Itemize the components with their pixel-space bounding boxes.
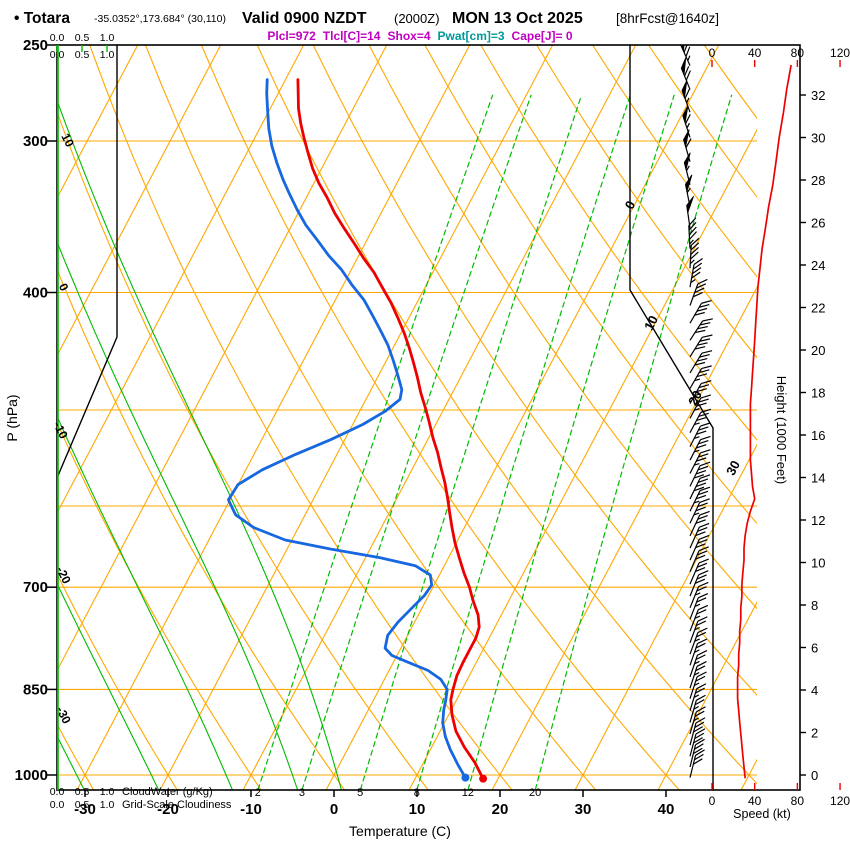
cloudiness-axis-label: Grid-Scale Cloudiness [122,799,232,811]
adiabat-label: 10 [58,131,77,150]
speed-tick-label-top: 0 [709,46,716,60]
isotherm-label: 30 [723,458,743,478]
param-plcl: Plcl=972 [267,29,316,43]
cloudwater-tick-top: 0.0 [50,32,65,44]
temperature-tick-label: -30 [74,801,96,818]
valid-time-utc: (2000Z) [394,11,440,26]
height-tick-label: 24 [811,258,825,273]
station-name: • Totara [14,10,70,27]
isotherm-label: 20 [685,388,705,408]
mixing-ratio-label: 5 [357,787,363,799]
height-tick-label: 26 [811,216,825,231]
cloudiness-tick-bottom: 1.0 [100,799,115,811]
surface-temperature-dot [479,774,488,783]
temperature-tick-label: 20 [492,801,509,818]
cloudwater-axis-label: CloudWater (g/Kg) [122,786,213,798]
height-tick-label: 2 [811,726,818,741]
cloudiness-tick-bottom: 0.0 [50,799,65,811]
station-coords: -35.0352°,173.684° (30,110) [94,13,226,25]
height-tick-label: 16 [811,428,825,443]
height-tick-label: 0 [811,768,818,783]
forecast-tag: [8hrFcst@1640z] [616,11,719,26]
speed-tick-label-top: 120 [830,46,850,60]
height-tick-label: 8 [811,598,818,613]
cloudwater-tick-top: 0.5 [75,32,90,44]
speed-tick-label-bottom: 120 [830,794,850,808]
height-tick-label: 30 [811,131,825,146]
pressure-tick-label: 250 [23,37,48,54]
sounding-curves [227,78,488,783]
temperature-tick-label: 40 [658,801,675,818]
pressure-tick-label: 1000 [15,767,48,784]
temperature-tick-label: -20 [157,801,179,818]
height-tick-label: 28 [811,173,825,188]
pressure-tick-label: 850 [23,681,48,698]
height-tick-label: 32 [811,88,825,103]
speed-tick-label-bottom: 0 [709,794,716,808]
surface-dewpoint-dot [461,773,470,782]
param-cape: Cape[J]= 0 [512,29,573,43]
height-tick-label: 20 [811,343,825,358]
temperature-tick-label: 0 [330,801,338,818]
temperature-tick-label: -10 [240,801,262,818]
param-tlcl: Tlcl[C]=14 [323,29,381,43]
height-tick-label: 6 [811,641,818,656]
wind-speed-profile [736,64,792,779]
param-shox: Shox=4 [387,29,430,43]
height-axis-label: Height (1000 Feet) [774,376,789,484]
height-tick-label: 4 [811,683,818,698]
mixing-ratio-label: 3 [299,787,305,799]
temperature-tick-label: 10 [409,801,426,818]
height-tick-label: 22 [811,301,825,316]
speed-tick-label-bottom: 40 [748,794,762,808]
data-boundary [56,44,714,791]
height-tick-label: 12 [811,513,825,528]
height-tick-label: 18 [811,386,825,401]
pressure-tick-label: 700 [23,579,48,596]
param-pwat: Pwat[cm]=3 [438,29,505,43]
adiabat-label: -10 [50,419,70,441]
valid-date: MON 13 Oct 2025 [452,10,583,27]
valid-time-label: Valid 0900 NZDT [242,10,367,27]
cloudiness-tick-top: 0.0 [50,49,65,61]
cloudwater-tick-bottom: 1.0 [100,786,115,798]
temperature-axis-label: Temperature (C) [349,823,451,839]
height-tick-label: 10 [811,556,825,571]
speed-tick-label-top: 80 [791,46,805,60]
mixing-ratio-label: 2 [255,787,261,799]
skewt-grid [57,45,757,790]
pressure-axis-label: P (hPa) [4,394,20,441]
mixing-ratio-label: 12 [462,787,474,799]
sounding-params-line: Plcl=972 Tlcl[C]=14 Shox=4 Pwat[cm]=3 Cape[J… [267,29,572,43]
mixing-ratio-label: 8 [414,787,420,799]
speed-axis-label: Speed (kt) [733,807,791,821]
cloudwater-tick-bottom: 0.0 [50,786,65,798]
cloudiness-tick-bottom: 0.5 [75,799,90,811]
speed-tick-label-bottom: 80 [791,794,805,808]
mixing-ratio-label: 20 [529,787,541,799]
temperature-tick-label: 30 [575,801,592,818]
cloudiness-tick-top: 0.5 [75,49,90,61]
cloudiness-tick-top: 1.0 [100,49,115,61]
pressure-tick-label: 300 [23,133,48,150]
pressure-tick-label: 400 [23,284,48,301]
speed-tick-label-top: 40 [748,46,762,60]
wind-barbs [680,45,713,778]
cloudwater-tick-top: 1.0 [100,32,115,44]
isotherm-label: 10 [641,313,661,333]
height-tick-label: 14 [811,471,825,486]
cloudwater-tick-bottom: 0.5 [75,786,90,798]
